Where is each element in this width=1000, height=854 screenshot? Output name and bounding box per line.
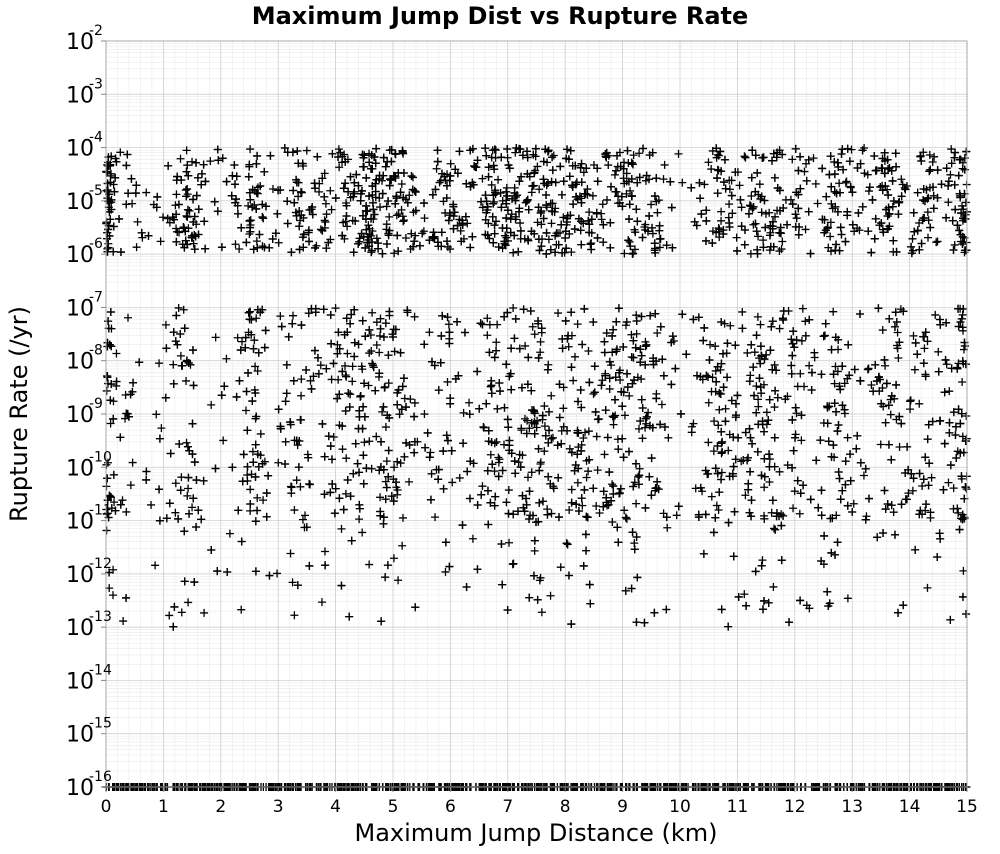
scatter-chart: 0123456789101112131415 10-210-310-410-51… [0,0,1000,850]
chart-container: 0123456789101112131415 10-210-310-410-51… [0,0,1000,850]
